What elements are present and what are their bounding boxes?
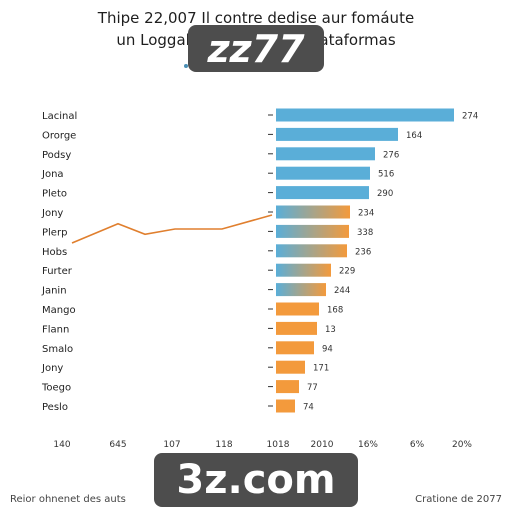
bar-value-label: 13 (325, 325, 336, 335)
bar (276, 399, 295, 413)
line-x-tick-label: 140 (53, 440, 70, 450)
bar-value-label: 168 (327, 306, 343, 316)
bar (276, 283, 326, 297)
category-label: Flann (42, 324, 69, 335)
bar-value-label: 516 (378, 170, 394, 180)
bar (276, 186, 369, 200)
bar-value-label: 234 (358, 209, 374, 219)
bar-value-label: 338 (357, 228, 373, 238)
bar (276, 244, 347, 258)
bar (276, 108, 454, 122)
bar (276, 147, 375, 161)
bar (276, 205, 350, 219)
bar-value-label: 94 (322, 344, 333, 354)
category-label: Lacinal (42, 111, 77, 122)
line-series (71, 214, 273, 244)
x-tick-label: 16% (358, 440, 378, 450)
watermark-top: zz77 (188, 25, 324, 72)
bar-value-label: 236 (355, 247, 371, 257)
category-label: Plerp (42, 227, 67, 238)
footer-right-text: Cratione de 2077 (415, 494, 502, 505)
bar (276, 321, 317, 335)
category-label: Mango (42, 305, 76, 316)
line-x-tick-label: 118 (215, 440, 232, 450)
bar (276, 127, 398, 141)
category-label: Hobs (42, 247, 67, 258)
chart-title-line-1: Thipe 22,007 Il contre dedise aur fomáut… (97, 9, 415, 27)
bar (276, 302, 319, 316)
bar (276, 341, 314, 355)
bar-value-label: 171 (313, 364, 329, 374)
category-label: Peslo (42, 402, 68, 413)
category-label: Jona (41, 169, 64, 180)
category-label: Ororge (42, 130, 76, 141)
category-label: Podsy (42, 150, 71, 161)
bar (276, 263, 331, 277)
chart-title-line-2-end: ataformas (319, 31, 396, 49)
chart-title-line-2-start: un Loggal (116, 31, 190, 49)
footer-left-text: Reior ohnenet des auts (10, 494, 126, 505)
x-tick-label: 6% (410, 440, 425, 450)
category-label: Toego (41, 383, 71, 394)
category-label: Smalo (42, 344, 73, 355)
bar (276, 224, 349, 238)
bar-value-label: 290 (377, 189, 393, 199)
chart-title-line-2: un Loggal ataformas (0, 31, 512, 49)
bar-value-label: 77 (307, 383, 318, 393)
bar-value-label: 276 (383, 150, 399, 160)
bar (276, 380, 299, 394)
category-label: Furter (42, 266, 73, 277)
x-tick-label: 2010 (311, 440, 334, 450)
line-x-tick-label: 107 (163, 440, 180, 450)
bar-value-label: 164 (406, 131, 422, 141)
category-label: Janin (41, 286, 67, 297)
category-label: Jony (41, 208, 63, 219)
title-marker-dot (184, 64, 188, 68)
bar-value-label: 74 (303, 403, 314, 413)
bar-value-label: 274 (462, 112, 478, 122)
watermark-bottom: 3z.com (154, 453, 358, 507)
category-label: Pleto (42, 189, 67, 200)
bar-value-label: 229 (339, 267, 355, 277)
x-tick-label: 1018 (267, 440, 290, 450)
line-x-tick-label: 645 (109, 440, 126, 450)
x-tick-label: 20% (452, 440, 472, 450)
category-label: Jony (41, 363, 63, 374)
bar (276, 360, 305, 374)
bar-value-label: 244 (334, 286, 350, 296)
bar (276, 166, 370, 180)
